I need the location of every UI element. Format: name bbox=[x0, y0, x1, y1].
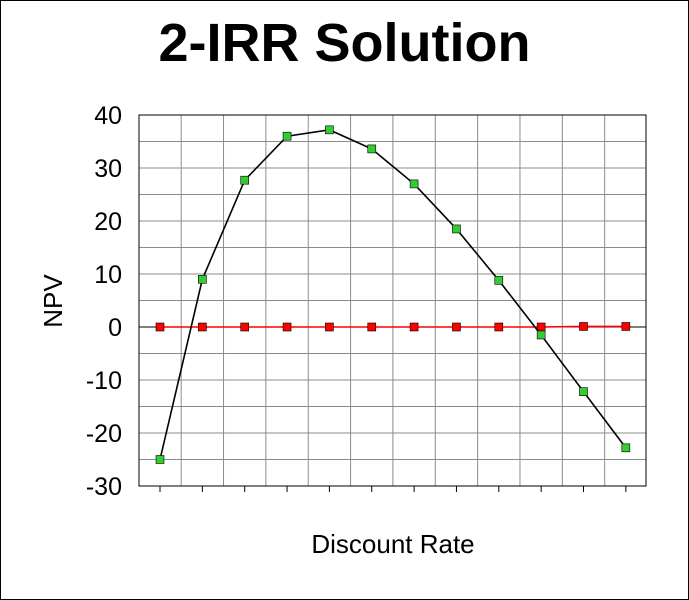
x-axis-label: Discount Rate bbox=[311, 529, 474, 559]
data-point bbox=[452, 224, 461, 234]
data-point bbox=[325, 322, 334, 332]
data-point bbox=[579, 387, 588, 396]
series-line bbox=[159, 129, 627, 460]
data-point bbox=[282, 131, 292, 141]
data-point bbox=[536, 322, 546, 332]
y-tick-label: -10 bbox=[86, 367, 122, 395]
data-point bbox=[155, 455, 165, 464]
y-tick-label: -30 bbox=[86, 473, 122, 501]
data-point bbox=[621, 322, 631, 331]
y-tick-label: 20 bbox=[94, 208, 122, 236]
data-point bbox=[409, 322, 419, 332]
y-tick-label: 40 bbox=[94, 102, 122, 130]
data-point bbox=[198, 274, 207, 284]
y-tick-label: 10 bbox=[94, 261, 122, 289]
data-point bbox=[325, 125, 334, 135]
y-tick-label: 0 bbox=[108, 314, 122, 342]
data-point bbox=[367, 144, 377, 154]
y-tick-label: 30 bbox=[94, 155, 122, 183]
plot-area bbox=[138, 114, 647, 487]
data-point bbox=[494, 322, 504, 332]
data-point bbox=[579, 322, 588, 331]
data-point bbox=[452, 322, 461, 332]
data-point bbox=[494, 276, 504, 285]
data-point bbox=[198, 322, 207, 332]
data-point bbox=[367, 322, 377, 332]
data-point bbox=[409, 179, 419, 189]
y-tick-label: -20 bbox=[86, 420, 122, 448]
data-point bbox=[536, 330, 546, 340]
data-point bbox=[240, 322, 249, 332]
chart-title: 2-IRR Solution bbox=[158, 13, 531, 73]
data-point bbox=[155, 322, 165, 332]
series-line bbox=[160, 325, 626, 328]
y-axis-label: NPV bbox=[38, 274, 68, 328]
data-point bbox=[282, 322, 292, 332]
data-point bbox=[621, 443, 631, 453]
data-point bbox=[240, 175, 249, 185]
